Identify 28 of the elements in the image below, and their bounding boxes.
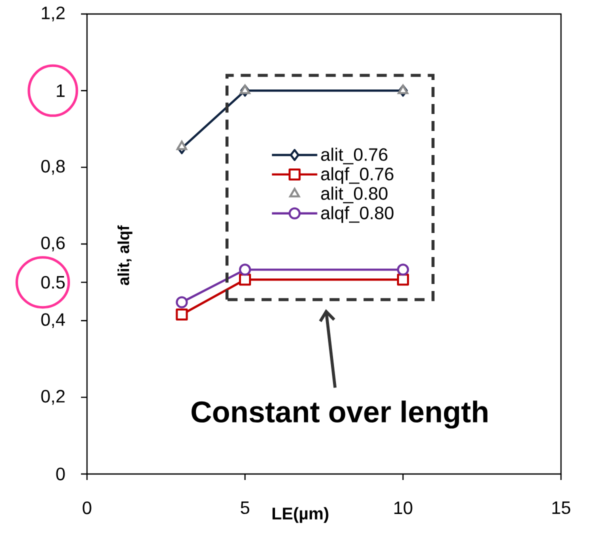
point <box>176 308 188 321</box>
point <box>239 274 252 286</box>
point <box>239 264 252 276</box>
point <box>176 296 188 308</box>
x-tick-label: 15 <box>552 502 570 514</box>
annotation: Constant over length <box>192 400 488 429</box>
x-tick-label: 0 <box>82 501 92 514</box>
x-tick-label: 5 <box>240 502 250 514</box>
point <box>176 140 188 150</box>
legend-label: alit_0.80 <box>321 186 388 204</box>
y-tick-label: 0,2 <box>41 390 65 405</box>
y-axis-title: alit, alqf <box>118 225 132 286</box>
y-tick-label: 1,2 <box>42 6 65 22</box>
y-tick-label: 0.5 <box>41 276 65 289</box>
y-tick-label: 0 <box>56 468 65 480</box>
legend-label: alqf_0.76 <box>321 167 394 184</box>
x-axis-title: LE(µm) <box>272 507 328 523</box>
legend-label: alqf_0.80 <box>321 206 394 223</box>
x-tick-label: 10 <box>394 501 412 514</box>
point <box>240 84 250 94</box>
point <box>398 84 408 94</box>
y-tick-label: 0,6 <box>41 236 65 252</box>
y-tick-label: 0,4 <box>41 313 65 328</box>
point <box>397 274 410 286</box>
legend-label: alit_0.76 <box>321 148 388 164</box>
y-tick-label: 0,8 <box>41 160 65 175</box>
point <box>397 264 410 276</box>
y-tick-label: 1 <box>56 84 65 97</box>
